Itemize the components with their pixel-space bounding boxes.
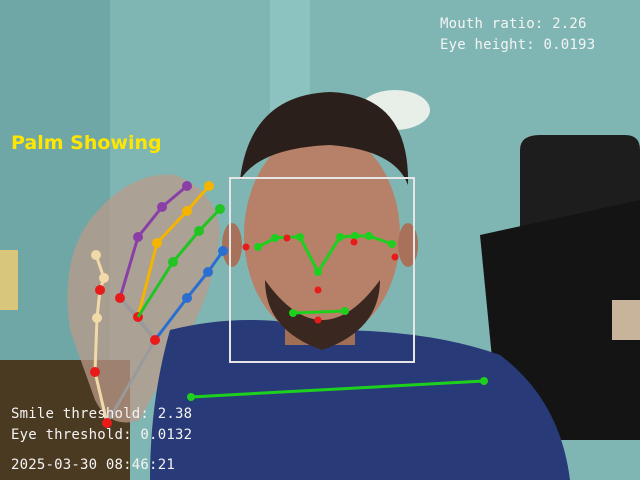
landmark-nose-base xyxy=(314,286,322,294)
shoulder-landmarks xyxy=(187,377,488,401)
landmark-right-eye-outer xyxy=(388,240,396,248)
book-stack xyxy=(612,300,640,340)
landmark-nose-tip xyxy=(314,268,322,276)
middle-joint-2 xyxy=(152,238,162,248)
middle-tip xyxy=(204,181,214,191)
mouth-line xyxy=(292,309,346,315)
face xyxy=(244,130,400,340)
shirt xyxy=(150,320,570,480)
thumb-tip xyxy=(91,250,101,260)
finger-pinky-line xyxy=(153,250,225,341)
landmark-right-eye-inner xyxy=(336,233,344,241)
eye-threshold-label: Eye threshold: 0.0132 xyxy=(11,427,193,443)
landmark-right-iris xyxy=(350,238,358,246)
eye-height-label: Eye height: 0.0193 xyxy=(440,37,596,53)
ring-joint-1 xyxy=(194,226,204,236)
thumb-joint-1 xyxy=(99,273,109,283)
hair xyxy=(240,92,409,185)
landmark-right-face-edge xyxy=(391,253,399,261)
landmark-right-eye-mid xyxy=(351,232,359,240)
mouth-ratio-label: Mouth ratio: 2.26 xyxy=(440,16,587,32)
index-base xyxy=(115,293,125,303)
middle-joint-1 xyxy=(182,206,192,216)
face-bounding-box xyxy=(229,177,415,363)
left-ear xyxy=(222,223,242,267)
smile-threshold-label: Smile threshold: 2.38 xyxy=(11,406,193,422)
landmark-right-shoulder xyxy=(480,377,488,385)
finger-index-line xyxy=(118,184,188,299)
face-landmarks xyxy=(242,232,399,324)
pinky-tip xyxy=(218,246,228,256)
landmark-left-face-edge xyxy=(242,243,250,251)
wall-object xyxy=(0,250,18,310)
landmark-left-eye-mid xyxy=(271,234,279,242)
shoulder-line xyxy=(190,379,485,399)
landmark-mouth-left xyxy=(289,309,297,317)
pinky-joint-2 xyxy=(182,293,192,303)
pinky-base xyxy=(150,335,160,345)
landmark-left-eye-inner xyxy=(296,233,304,241)
finger-ring-line xyxy=(136,207,222,318)
landmark-mouth-center xyxy=(314,316,322,324)
finger-middle-line xyxy=(136,185,211,318)
wrist-point xyxy=(102,418,112,428)
ring-tip xyxy=(215,204,225,214)
thumb-base xyxy=(90,367,100,377)
thumb-joint-3 xyxy=(92,313,102,323)
index-joint-2 xyxy=(133,232,143,242)
thumb-joint-2 xyxy=(95,285,105,295)
hand-skeleton xyxy=(90,181,228,428)
landmark-left-eye-outer xyxy=(254,243,262,251)
index-tip xyxy=(182,181,192,191)
landmark-left-shoulder xyxy=(187,393,195,401)
landmark-left-iris xyxy=(283,234,291,242)
index-joint-1 xyxy=(157,202,167,212)
beard xyxy=(265,280,380,350)
pinky-joint-1 xyxy=(203,267,213,277)
gesture-label: Palm Showing xyxy=(11,132,162,154)
timestamp-label: 2025-03-30 08:46:21 xyxy=(11,457,175,473)
ring-joint-2 xyxy=(168,257,178,267)
landmark-right-eye-mid2 xyxy=(365,232,373,240)
landmark-mouth-right xyxy=(341,307,349,315)
